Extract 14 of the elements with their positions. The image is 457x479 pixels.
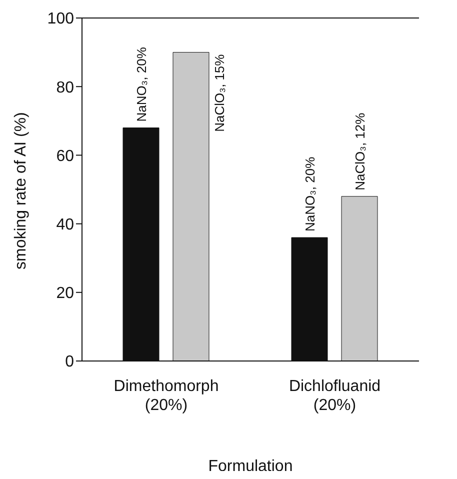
x-tick-label: Dichlofluanid (20%) (288, 378, 381, 414)
y-tick-label: 60 (56, 148, 74, 165)
annotation: NaClO₃, 15% (212, 54, 227, 132)
y-tick-label: 40 (56, 216, 74, 234)
y-tick-label: 80 (56, 79, 74, 96)
annotation: NaNO₃, 20% (302, 156, 318, 232)
annotation: NaNO₃, 20% (134, 46, 149, 122)
y-tick-label: 100 (47, 10, 74, 28)
y-tick-label: 20 (56, 285, 74, 302)
y-axis-title: smoking rate of AI (%) (12, 112, 30, 270)
x-tick-label: Dimethomorph (20%) (114, 378, 219, 414)
annotation: NaClO₃, 12% (352, 112, 368, 190)
x-axis-title: Formulation (208, 458, 293, 475)
y-tick-label: 0 (65, 354, 74, 371)
